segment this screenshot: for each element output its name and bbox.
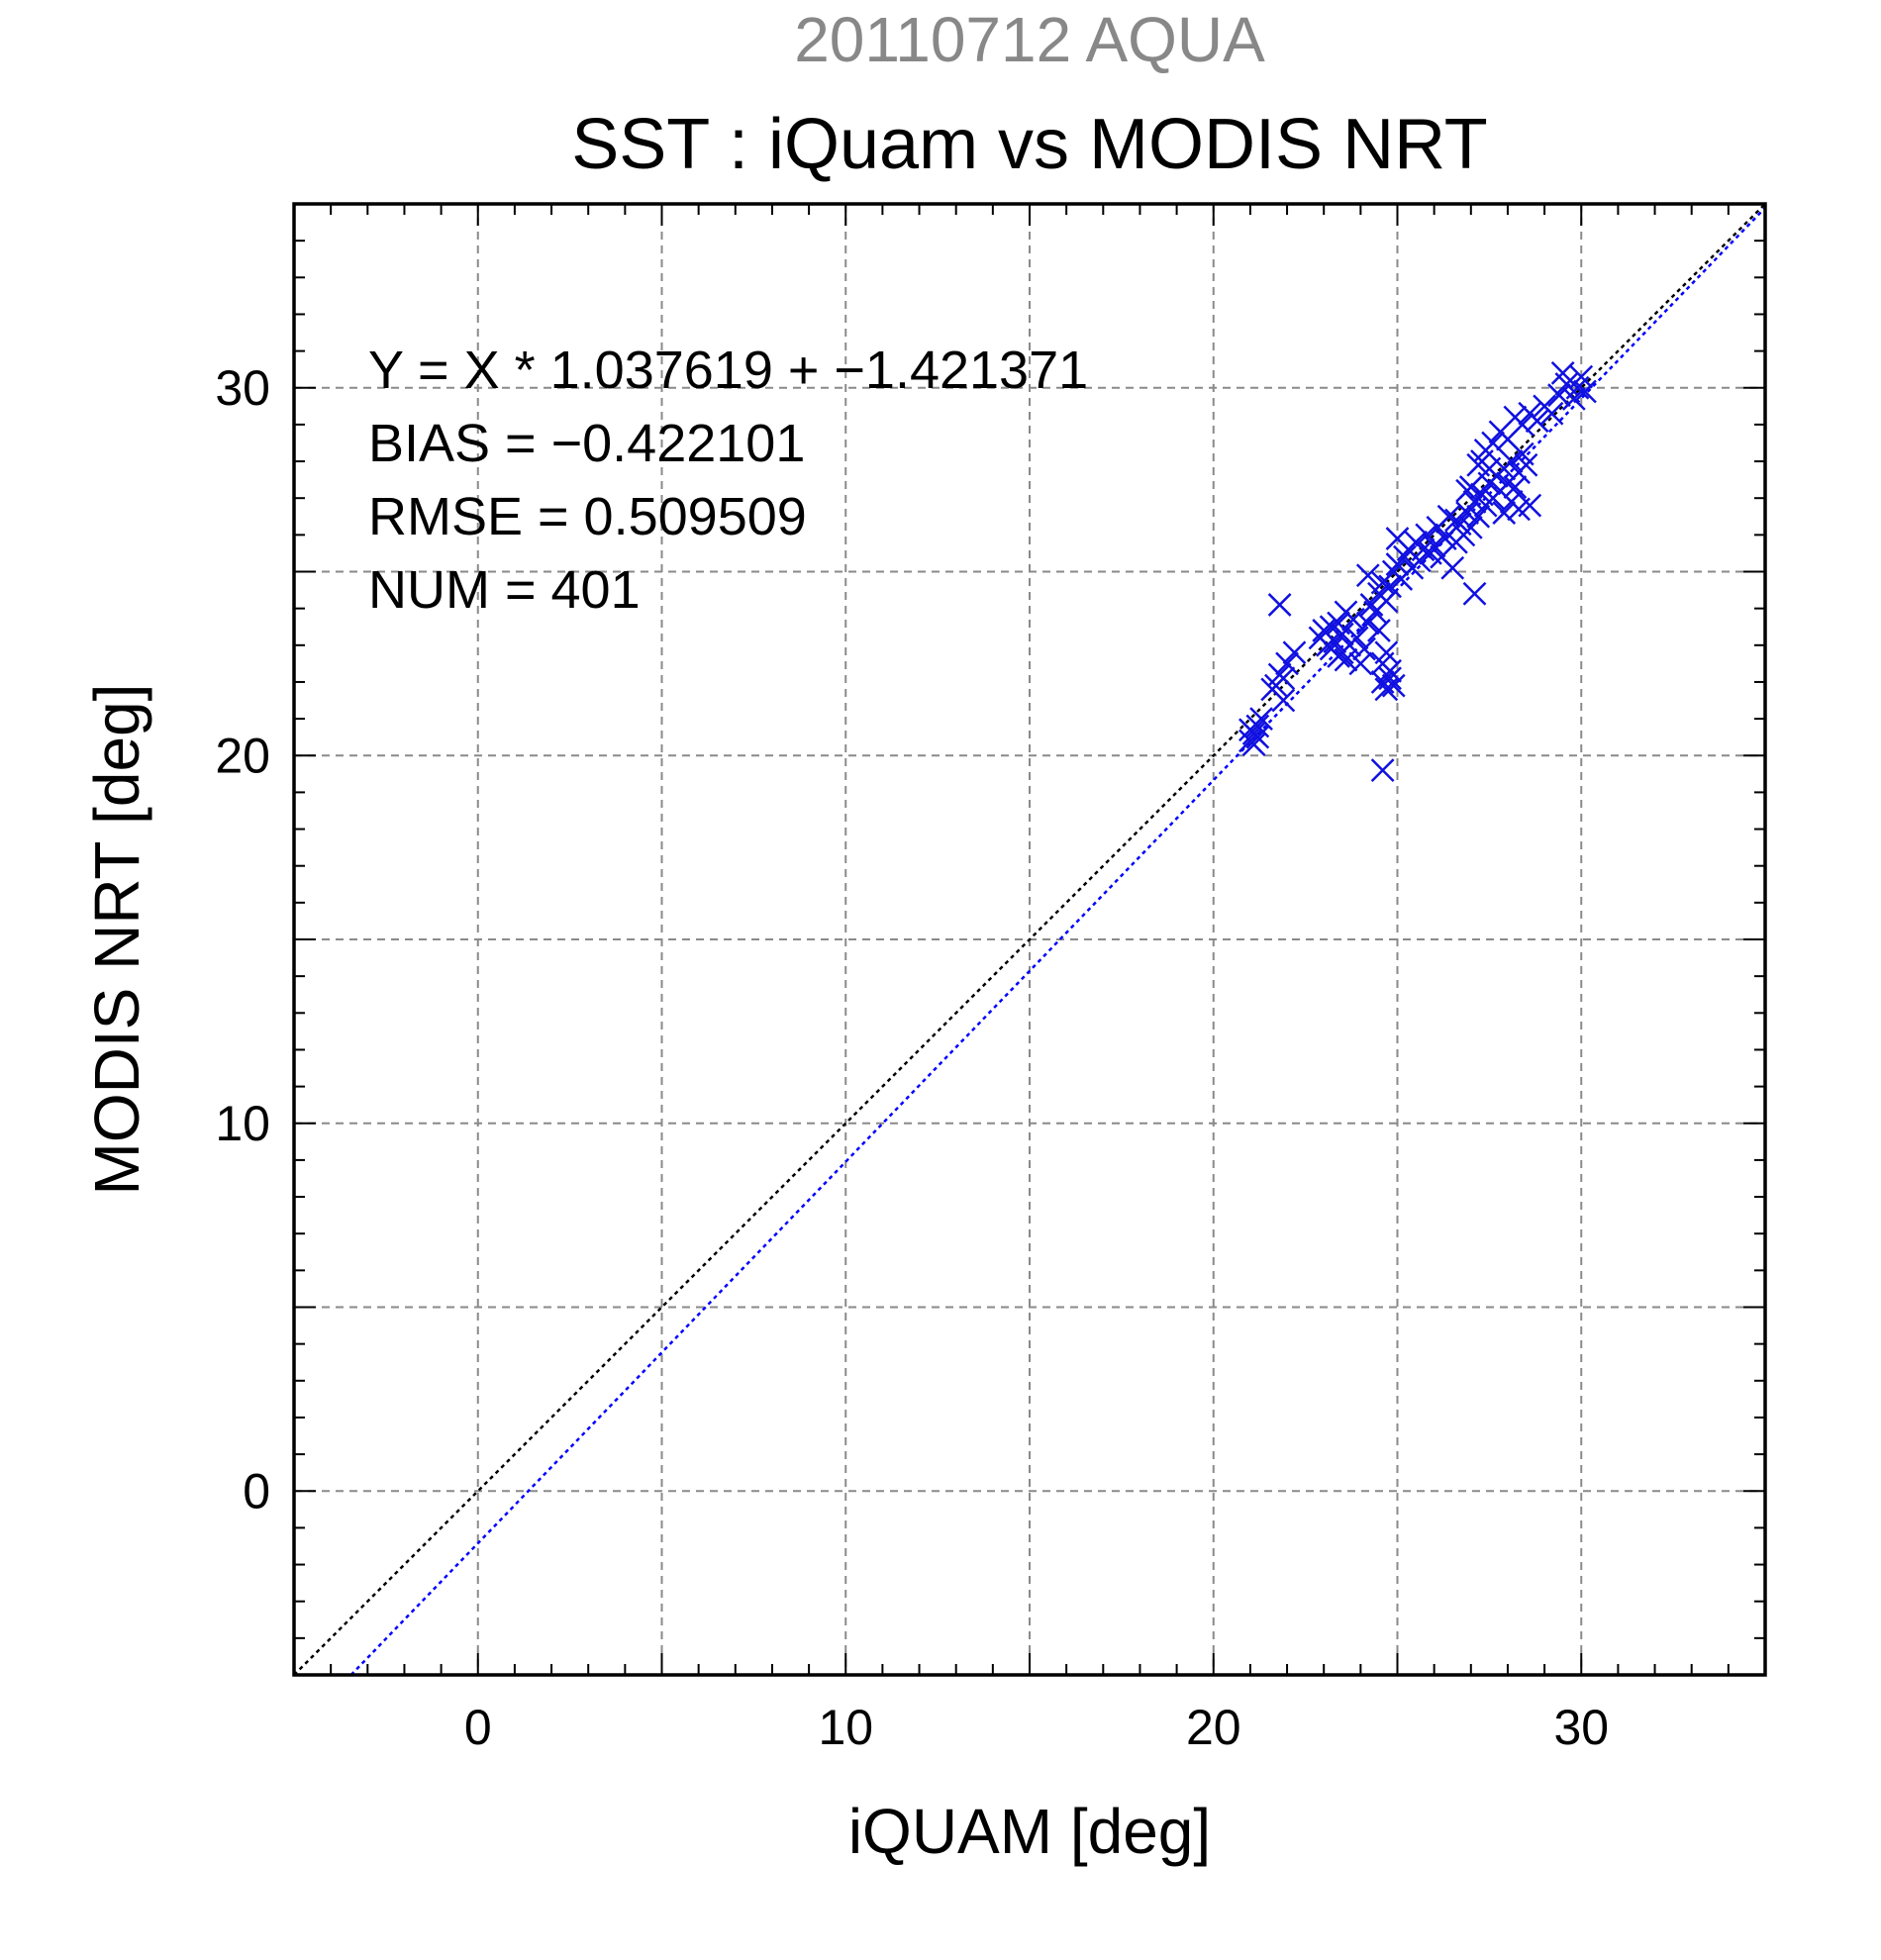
- data-point: [1327, 644, 1350, 668]
- data-point: [1271, 688, 1296, 713]
- data-point: [1458, 516, 1483, 539]
- y-tick-label: 0: [243, 1463, 270, 1519]
- data-point: [1573, 379, 1597, 404]
- data-point: [1374, 640, 1399, 665]
- data-point: [1539, 401, 1564, 426]
- data-point: [1514, 452, 1538, 477]
- data-point: [1565, 375, 1590, 400]
- stat-bias: BIAS = −0.422101: [368, 414, 805, 473]
- y-axis-label: MODIS NRT [deg]: [81, 684, 152, 1196]
- x-axis-label: iQUAM [deg]: [848, 1796, 1211, 1867]
- data-point: [1436, 504, 1461, 529]
- data-point: [1378, 666, 1402, 691]
- data-point: [1275, 651, 1299, 676]
- data-point: [1503, 475, 1528, 499]
- data-point: [1462, 581, 1487, 606]
- data-point: [1470, 449, 1494, 473]
- data-point: [1466, 504, 1491, 529]
- data-point: [1330, 622, 1354, 646]
- identity-line: [293, 203, 1766, 1676]
- data-point: [1381, 673, 1406, 698]
- data-point: [1499, 449, 1524, 473]
- stats-annotation: Y = X * 1.037619 + −1.421371 BIAS = −0.4…: [368, 341, 1088, 620]
- data-point: [1267, 593, 1292, 617]
- x-tick-label: 10: [818, 1700, 873, 1755]
- chart-main-title: SST : iQuam vs MODIS NRT: [571, 105, 1488, 184]
- reference-lines: [293, 203, 1766, 1676]
- data-point: [1510, 413, 1534, 437]
- x-tick-label: 0: [464, 1700, 492, 1755]
- data-point: [1444, 508, 1468, 533]
- fit-line: [349, 207, 1766, 1676]
- data-point: [1355, 611, 1380, 636]
- data-point: [1334, 600, 1358, 625]
- data-point: [1481, 431, 1505, 455]
- data-point: [1348, 651, 1373, 676]
- data-point: [1492, 501, 1517, 525]
- data-point: [1359, 593, 1384, 617]
- data-point: [1422, 534, 1446, 558]
- data-point: [1370, 758, 1395, 782]
- data-points: [1238, 361, 1597, 782]
- x-tick-label: 30: [1553, 1700, 1609, 1755]
- data-point: [1367, 619, 1391, 642]
- chart-date-title: 20110712 AQUA: [794, 4, 1265, 75]
- data-point: [1440, 555, 1465, 580]
- data-point: [1245, 714, 1270, 738]
- data-point: [1241, 733, 1266, 756]
- data-point: [1525, 409, 1549, 434]
- data-point: [1499, 490, 1524, 514]
- data-point: [1378, 574, 1402, 599]
- stat-num: NUM = 401: [368, 560, 641, 620]
- data-point: [1355, 563, 1380, 588]
- data-point: [1393, 544, 1417, 569]
- data-point: [1238, 718, 1262, 742]
- data-point: [1352, 637, 1376, 661]
- data-point: [1374, 589, 1399, 614]
- data-point: [1415, 523, 1439, 547]
- plot-frame: [292, 202, 1767, 1677]
- data-point: [1344, 626, 1369, 650]
- y-tick-label: 10: [215, 1096, 270, 1151]
- tick-labels: 0 10 20 30 0 10 20 30: [215, 360, 1609, 1755]
- data-point: [1334, 647, 1358, 672]
- data-point: [1282, 640, 1307, 665]
- ticks-layer: [294, 204, 1765, 1675]
- x-tick-label: 20: [1186, 1700, 1241, 1755]
- stat-fit-equation: Y = X * 1.037619 + −1.421371: [368, 341, 1088, 400]
- y-tick-label: 20: [215, 728, 270, 783]
- data-point: [1547, 383, 1571, 408]
- data-point: [1455, 478, 1479, 503]
- y-tick-label: 30: [215, 360, 270, 416]
- data-point: [1271, 666, 1296, 691]
- stat-rmse: RMSE = 0.509509: [368, 487, 807, 546]
